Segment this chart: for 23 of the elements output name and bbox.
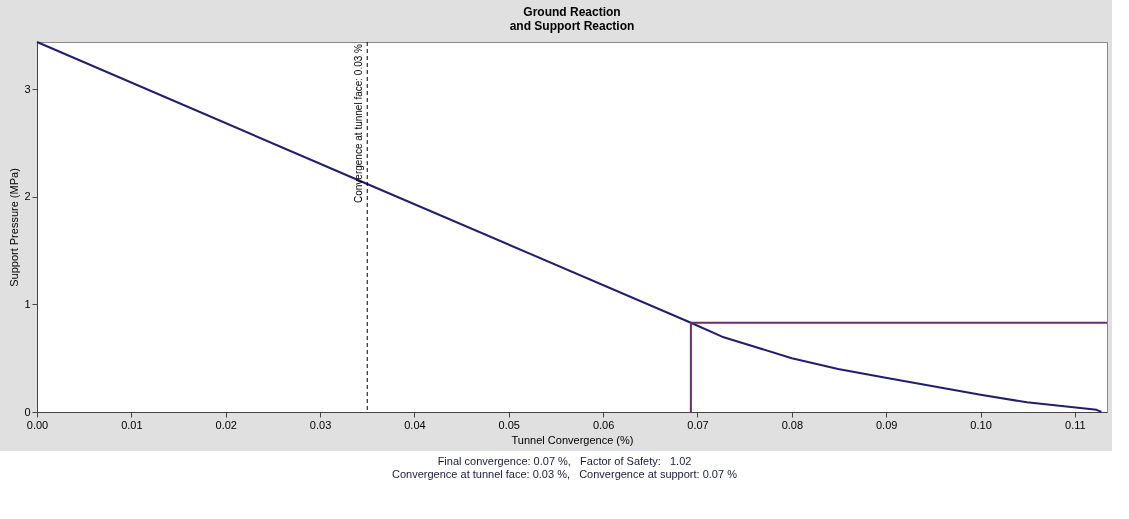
x-tick-label: 0.05 xyxy=(498,418,520,431)
text: Final convergence: 0.07 %, Factor of Safety: 1.02 xyxy=(436,455,693,468)
x-tick-label: 0.03 xyxy=(309,418,332,431)
x-tick-label: 0.06 xyxy=(592,418,615,431)
x-tick-label: 0.01 xyxy=(121,418,143,431)
line-series xyxy=(36,41,1103,413)
x-tick-label: 0.07 xyxy=(687,418,709,431)
y-tick-label: 0 xyxy=(24,405,31,418)
y-axis-title: Support Pressure (MPa) xyxy=(8,168,21,287)
x-tick-label: 0.08 xyxy=(781,418,804,431)
y-tick-label: 1 xyxy=(24,297,31,310)
x-tick-label: 0.02 xyxy=(215,418,237,431)
chart-title: Ground Reaction and Support Reaction xyxy=(509,5,635,33)
x-tick-label: 0.09 xyxy=(876,418,898,431)
y-tick-label: 2 xyxy=(24,190,31,203)
y-tick-label: 3 xyxy=(24,82,31,95)
x-tick-label: 0.00 xyxy=(26,418,49,431)
x-tick-label: 0.04 xyxy=(404,418,426,431)
x-axis-title: Tunnel Convergence (%) xyxy=(511,433,634,446)
ref-line-label: Convergence at tunnel face: 0.03 % xyxy=(353,43,365,203)
x-tick-label: 0.11 xyxy=(1065,418,1086,431)
x-tick-label: 0.10 xyxy=(970,418,992,431)
text: Convergence at tunnel face: 0.03 %, Convergence at support: 0.07 % xyxy=(391,468,738,481)
